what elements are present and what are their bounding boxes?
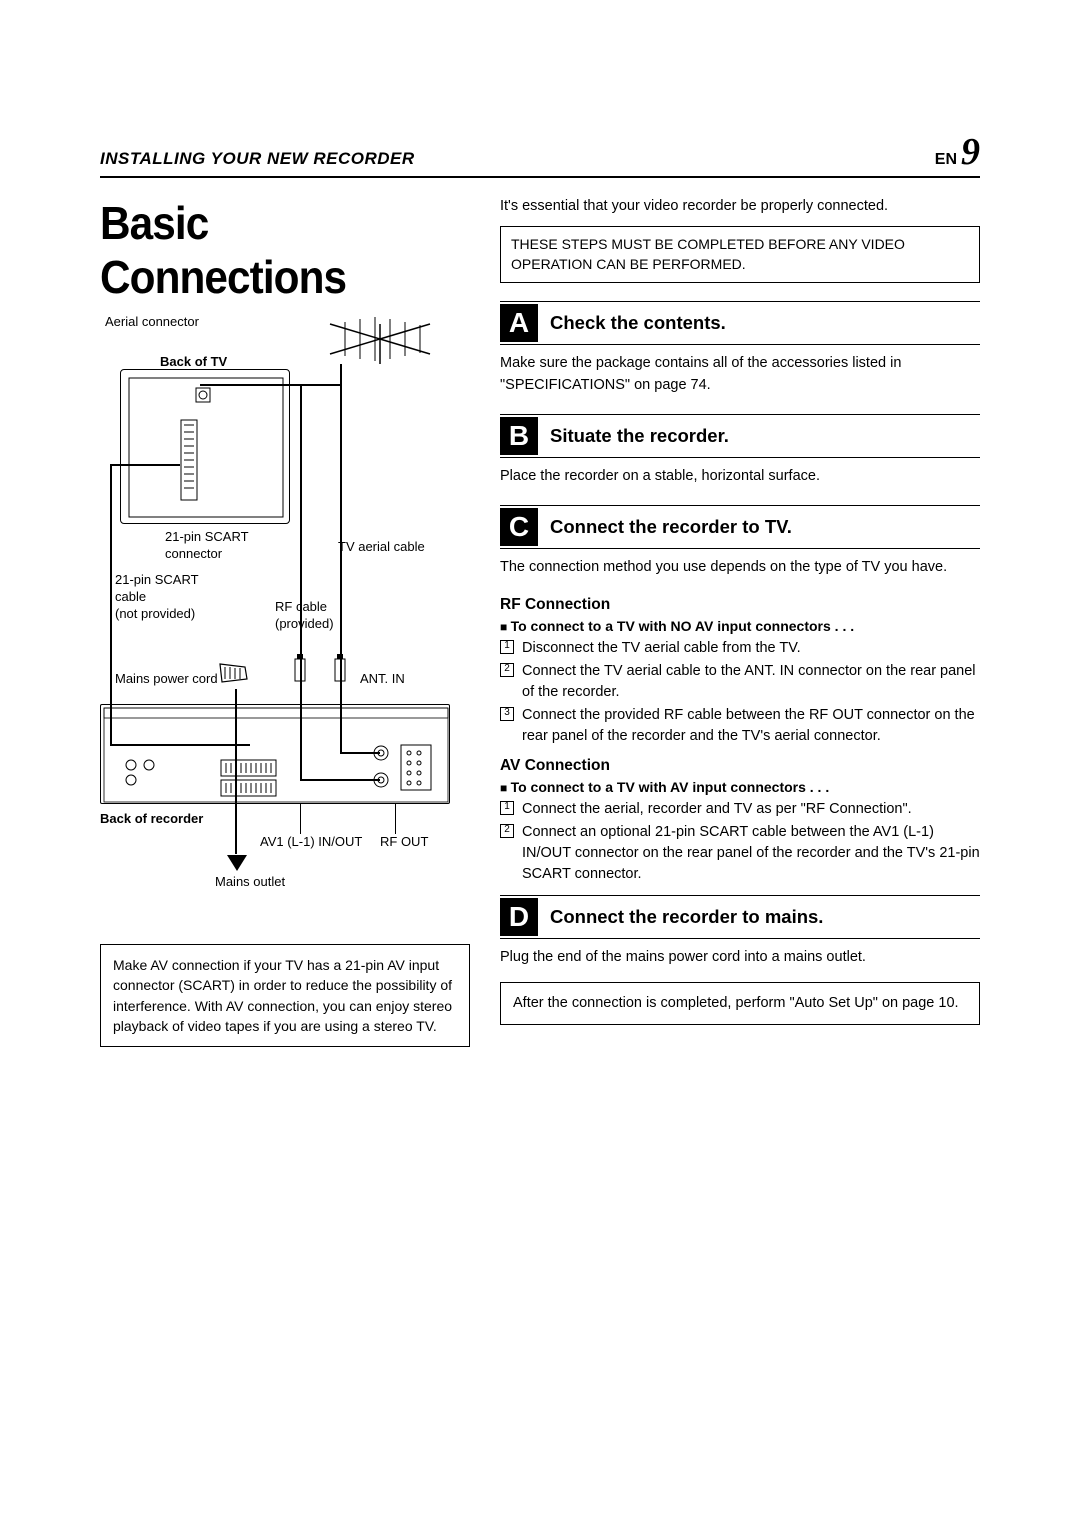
- list-item: 3Connect the provided RF cable between t…: [500, 705, 980, 747]
- label-rf-cable: RF cable(provided): [275, 599, 345, 633]
- step-1-header: A Check the contents.: [500, 301, 980, 345]
- main-title: Basic Connections: [100, 196, 440, 304]
- step-body-3: The connection method you use depends on…: [500, 557, 980, 578]
- cable-rf: [300, 384, 302, 689]
- step-3-header: C Connect the recorder to TV.: [500, 505, 980, 549]
- rf-subheading: To connect to a TV with NO AV input conn…: [500, 618, 980, 634]
- step-num-1: A: [500, 304, 538, 342]
- page-header: INSTALLING YOUR NEW RECORDER EN9: [100, 130, 980, 178]
- warning-box: THESE STEPS MUST BE COMPLETED BEFORE ANY…: [500, 226, 980, 283]
- label-rf-out: RF OUT: [380, 834, 428, 851]
- final-note-box: After the connection is completed, perfo…: [500, 982, 980, 1025]
- right-column: It's essential that your video recorder …: [500, 196, 980, 1047]
- step-num-4: D: [500, 898, 538, 936]
- section-title: INSTALLING YOUR NEW RECORDER: [100, 149, 415, 169]
- step-title-3: Connect the recorder to TV.: [550, 516, 792, 538]
- av-heading: AV Connection: [500, 757, 980, 775]
- list-item: 1Disconnect the TV aerial cable from the…: [500, 638, 980, 659]
- label-av1: AV1 (L-1) IN/OUT: [260, 834, 362, 851]
- label-tv-aerial-cable: TV aerial cable: [338, 539, 425, 556]
- step-body-4: Plug the end of the mains power cord int…: [500, 947, 980, 968]
- label-mains-outlet: Mains outlet: [215, 874, 285, 891]
- step-body-1: Make sure the package contains all of th…: [500, 353, 980, 395]
- label-mains-cord: Mains power cord: [115, 671, 218, 688]
- label-ant-in: ANT. IN: [360, 671, 405, 688]
- antenna-icon: [320, 314, 440, 374]
- label-aerial-connector: Aerial connector: [105, 314, 199, 331]
- cable-tv-aerial: [340, 364, 342, 689]
- connector-plugs-icon: [260, 654, 360, 694]
- recorder-back-box: [100, 704, 450, 804]
- label-back-of-tv: Back of TV: [160, 354, 227, 371]
- connection-diagram: Aerial connector Back of TV: [100, 314, 470, 914]
- rf-list: 1Disconnect the TV aerial cable from the…: [500, 638, 980, 747]
- list-item: 1Connect the aerial, recorder and TV as …: [500, 799, 980, 820]
- av-subheading: To connect to a TV with AV input connect…: [500, 779, 980, 795]
- step-body-2: Place the recorder on a stable, horizont…: [500, 466, 980, 487]
- step-title-2: Situate the recorder.: [550, 425, 729, 447]
- page-number: EN9: [935, 130, 980, 174]
- list-item: 2Connect the TV aerial cable to the ANT.…: [500, 661, 980, 703]
- list-item: 2Connect an optional 21-pin SCART cable …: [500, 822, 980, 885]
- label-scart-connector: 21-pin SCARTconnector: [165, 529, 275, 563]
- av-list: 1Connect the aerial, recorder and TV as …: [500, 799, 980, 885]
- intro-text: It's essential that your video recorder …: [500, 196, 980, 216]
- left-column: Basic Connections Aerial connector: [100, 196, 470, 1047]
- label-scart-cable: 21-pin SCARTcable(not provided): [115, 572, 225, 623]
- rf-heading: RF Connection: [500, 596, 980, 614]
- step-4-header: D Connect the recorder to mains.: [500, 895, 980, 939]
- arrow-down-icon: [225, 849, 249, 873]
- label-back-of-recorder: Back of recorder: [100, 811, 203, 828]
- step-num-3: C: [500, 508, 538, 546]
- step-title-4: Connect the recorder to mains.: [550, 906, 823, 928]
- cable-scart: [110, 464, 112, 744]
- step-title-1: Check the contents.: [550, 312, 726, 334]
- step-num-2: B: [500, 417, 538, 455]
- tv-back-box: [120, 369, 290, 524]
- av-note-box: Make AV connection if your TV has a 21-p…: [100, 944, 470, 1047]
- step-2-header: B Situate the recorder.: [500, 414, 980, 458]
- content-columns: Basic Connections Aerial connector: [100, 196, 980, 1047]
